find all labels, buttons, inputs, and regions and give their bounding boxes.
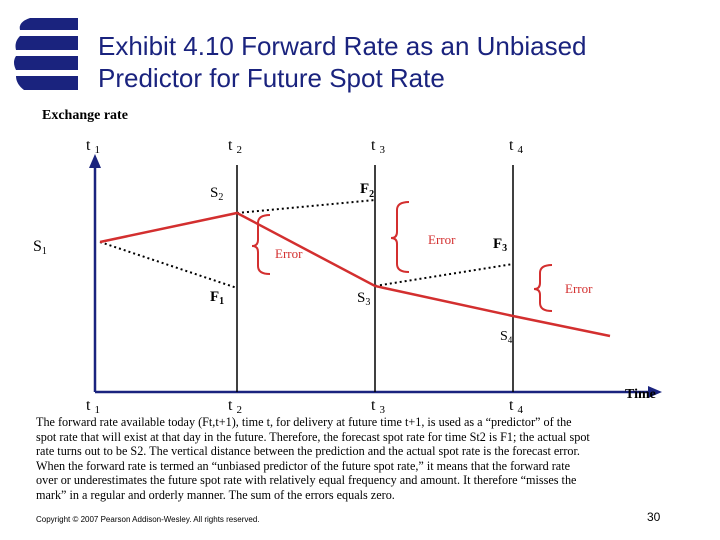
caption: The forward rate available today (Ft,t+1… [36,415,676,502]
page-title: Exhibit 4.10 Forward Rate as an Unbiased… [98,30,698,94]
caption-line-1: The forward rate available today (Ft,t+1… [36,415,572,429]
forward-label-f2: F2 [360,181,374,200]
caption-line-3: rate turns out to be S2. The vertical di… [36,444,580,458]
error-label-1: Error [275,246,303,261]
publisher-logo [14,18,78,90]
caption-line-6: mark” in a regular and orderly manner. T… [36,487,395,502]
forward-line-2 [236,199,376,214]
y-axis-arrow [89,154,101,168]
spot-label-s4: S4 [500,329,513,345]
forward-line-1 [99,241,238,289]
spot-label-s3: S3 [357,290,370,308]
spot-label-s2: S2 [210,185,223,203]
spot-rate-line [99,211,611,338]
x-axis-arrow [648,386,662,398]
error-label-3: Error [565,281,593,296]
caption-line-5: over or underestimates the future spot r… [36,473,577,487]
error-label-2: Error [428,232,456,247]
forward-line-3 [374,263,514,287]
page-number: 30 [647,510,661,524]
forward-label-f1: F1 [210,289,224,307]
caption-line-2: spot rate that will exist at that day in… [36,429,590,444]
copyright-notice: Copyright © 2007 Pearson Addison-Wesley.… [36,515,260,524]
error-brace-1 [251,214,271,275]
caption-line-4: When the forward rate is termed an “unbi… [36,458,570,473]
title-line-2: Predictor for Future Spot Rate [98,63,445,93]
x-axis-label: Time [625,387,656,402]
forward-label-f3: F3 [493,236,507,254]
y-axis-label: Exchange rate [42,108,128,123]
error-brace-2 [390,201,410,273]
title-line-1: Exhibit 4.10 Forward Rate as an Unbiased [98,31,587,61]
spot-label-s1: S1 [33,238,47,257]
error-brace-3 [533,264,553,312]
